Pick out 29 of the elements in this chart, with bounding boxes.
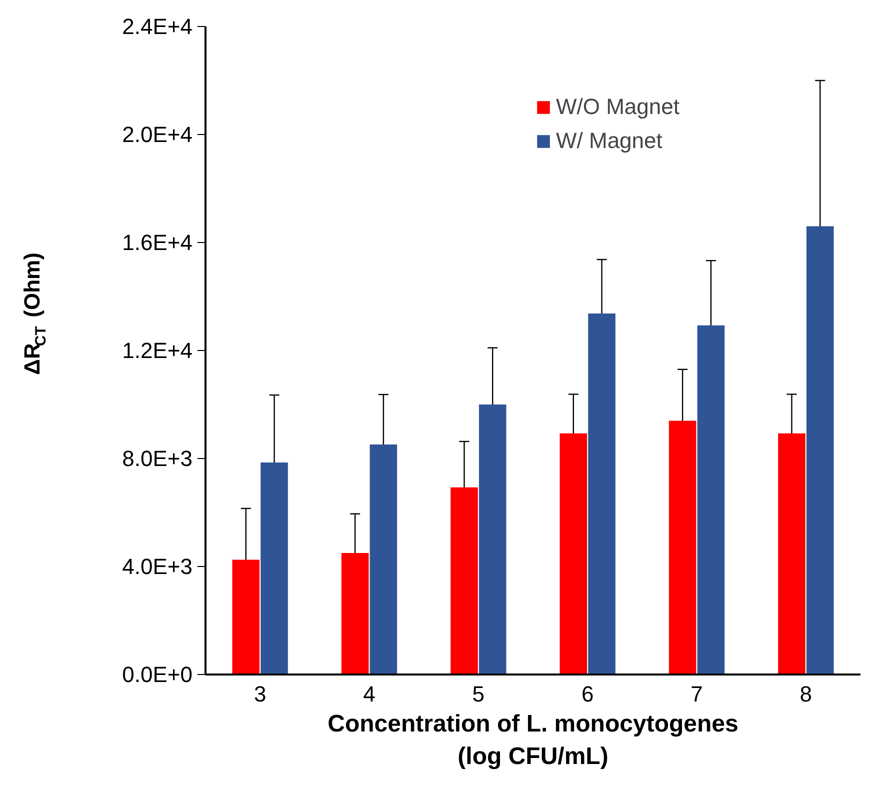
x-tick-label: 8 (800, 682, 812, 706)
bar (232, 560, 260, 674)
x-tick-label: 3 (254, 682, 266, 706)
x-tick-label: 5 (472, 682, 485, 706)
x-tick-label: 7 (690, 682, 703, 706)
x-tick-label: 6 (581, 682, 594, 706)
y-tick-label: 8.0E+3 (122, 446, 193, 471)
bar (806, 226, 834, 674)
y-tick-label: 4.0E+3 (122, 554, 193, 579)
x-tick-label: 4 (363, 682, 376, 706)
bar (370, 444, 398, 674)
y-tick-label: 2.4E+4 (122, 14, 193, 39)
y-tick-label: 0.0E+0 (122, 662, 193, 687)
bar (668, 420, 696, 674)
bar (560, 433, 588, 674)
bar (478, 404, 506, 674)
bar (260, 462, 288, 674)
legend-label: W/ Magnet (556, 128, 662, 154)
bar (341, 553, 369, 674)
x-axis-title: Concentration of L. monocytogenes (log CFU/mL) (328, 710, 738, 770)
bar (697, 325, 725, 674)
y-tick-label: 2.0E+4 (122, 122, 193, 147)
bar (778, 433, 806, 674)
bar (588, 314, 616, 674)
y-tick-label: 1.6E+4 (122, 230, 193, 255)
y-tick-label: 1.2E+4 (122, 338, 193, 363)
legend-label: W/O Magnet (556, 94, 680, 120)
y-axis-title: ΔRCT (Ohm) (20, 252, 50, 375)
bar (450, 487, 478, 674)
